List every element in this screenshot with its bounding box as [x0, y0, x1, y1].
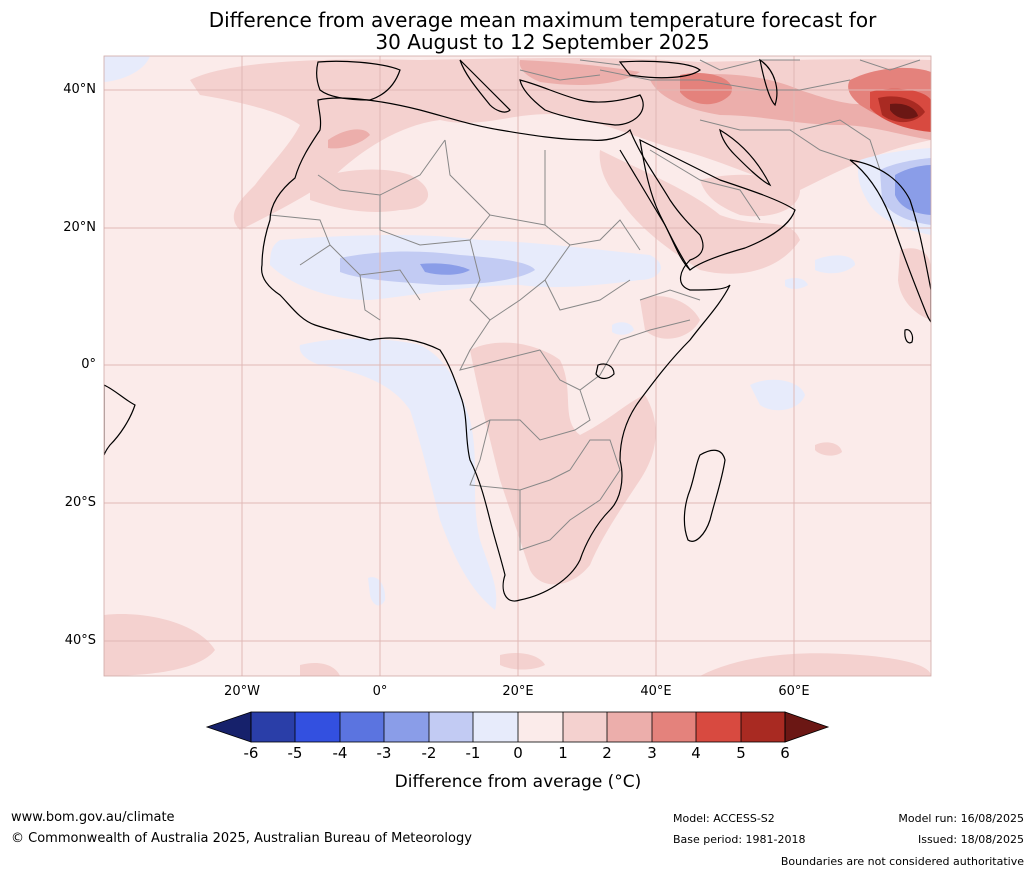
colorbar-bin-10 [652, 712, 696, 742]
colorbar-tick: -3 [376, 744, 392, 762]
colorbar-tick: 0 [513, 744, 523, 762]
gridlines [104, 56, 931, 676]
colorbar-tick: 6 [780, 744, 790, 762]
map-frame [103, 55, 932, 677]
anomaly-warm-south-ocean-3 [500, 653, 545, 670]
anomaly-cool-arabian-sea-2 [785, 277, 808, 289]
coast-persian-gulf [719, 128, 772, 187]
coast-caspian [759, 58, 778, 107]
anomaly-warmer-turkey [519, 60, 640, 85]
coastlines [104, 58, 931, 602]
anomaly-cool-arabian-sea [815, 255, 855, 274]
lat-label-40n: 40°N [63, 82, 96, 97]
anomaly-cool-indian-ocean [750, 379, 805, 411]
base-period-text: Base period: 1981-2018 [673, 833, 806, 846]
colorbar-bin-11 [696, 712, 741, 742]
colorbar-bin-7 [518, 712, 563, 742]
anomaly-warm-sahara-north [310, 169, 429, 212]
anomaly-cool-lake [612, 322, 634, 335]
coast-italy [459, 59, 511, 113]
colorbar-extend-low [205, 711, 252, 743]
anomaly-hot-central-asia [680, 72, 732, 105]
lat-label-40s: 40°S [64, 633, 96, 648]
lon-label-20e: 20°E [502, 684, 534, 699]
coast-madagascar [683, 449, 726, 542]
anomaly-cool-gulf-guinea [299, 338, 497, 610]
anomaly-warm-south-ocean-2 [700, 653, 931, 676]
colorbar-bin-12 [741, 712, 785, 742]
lat-label-0: 0° [81, 357, 96, 372]
chart-title: Difference from average mean maximum tem… [0, 9, 1035, 53]
anomaly-warm-madagascar-east [815, 442, 842, 456]
copyright-text: © Commonwealth of Australia 2025, Austra… [11, 831, 472, 846]
colorbar-tick: -5 [287, 744, 303, 762]
colorbar-bin-8 [563, 712, 607, 742]
colorbar-tick: -4 [332, 744, 348, 762]
coast-iberia [316, 60, 401, 101]
coast-africa [260, 97, 731, 602]
coast-black-sea [618, 60, 701, 79]
lat-label-20s: 20°S [64, 495, 96, 510]
anomaly-warm-south-ocean-4 [300, 663, 340, 676]
anomaly-warm-arabia [700, 174, 800, 217]
colorbar-extend-high [784, 711, 830, 743]
disclaimer-text: Boundaries are not considered authoritat… [780, 855, 1024, 868]
anomaly-warm-southern-africa [470, 342, 656, 585]
colorbar-tick: 5 [736, 744, 746, 762]
title-line-2: 30 August to 12 September 2025 [375, 30, 710, 54]
model-text: Model: ACCESS-S2 [673, 812, 775, 825]
colorbar-tick: 1 [558, 744, 568, 762]
anomaly-extreme-core-2 [890, 103, 918, 119]
anomaly-warm-east-africa [599, 150, 800, 274]
lon-label-40e: 40°E [640, 684, 672, 699]
colorbar-tick: -6 [243, 744, 259, 762]
colorbar-bin-2 [295, 712, 340, 742]
coast-sri-lanka [904, 329, 914, 344]
lon-label-20w: 20°W [224, 684, 260, 699]
anomaly-coolest-sahel [420, 263, 470, 275]
title-line-1: Difference from average mean maximum tem… [208, 8, 877, 32]
colorbar-bin-6 [473, 712, 518, 742]
anomaly-cool-south-atlantic [368, 577, 386, 606]
colorbar-tick: 3 [647, 744, 657, 762]
colorbar-label: Difference from average (°C) [394, 772, 642, 792]
colorbar-bin-3 [340, 712, 384, 742]
coast-arabia [639, 138, 796, 271]
colorbar-tick: -2 [421, 744, 437, 762]
colorbar-bin-1 [251, 712, 295, 742]
anomaly-warm-south-ocean [104, 614, 215, 676]
model-run-text: Model run: 16/08/2025 [898, 812, 1024, 825]
lon-label-0: 0° [372, 684, 388, 699]
lat-label-20n: 20°N [63, 220, 96, 235]
lon-label-60e: 60°E [778, 684, 810, 699]
colorbar-bin-5 [429, 712, 473, 742]
coast-south-america [104, 384, 136, 456]
colorbar-tick: 2 [602, 744, 612, 762]
website-link[interactable]: www.bom.gov.au/climate [11, 810, 175, 825]
colorbar-bin-9 [607, 712, 652, 742]
anomaly-warm-horn [640, 296, 700, 339]
country-borders [269, 59, 921, 551]
coast-india [849, 159, 931, 324]
coast-red-sea [619, 149, 691, 271]
anomaly-warmer-atlas [328, 129, 370, 149]
coast-lake-victoria [595, 363, 615, 380]
colorbar-tick: 4 [691, 744, 701, 762]
coast-greece-turkey [519, 79, 644, 126]
colorbar-bin-4 [384, 712, 429, 742]
colorbar [205, 711, 830, 743]
colorbar-tick: -1 [465, 744, 481, 762]
issued-text: Issued: 18/08/2025 [917, 833, 1024, 846]
anomaly-coolest-india [895, 165, 931, 215]
anomaly-cool-atlantic-north [104, 56, 150, 82]
